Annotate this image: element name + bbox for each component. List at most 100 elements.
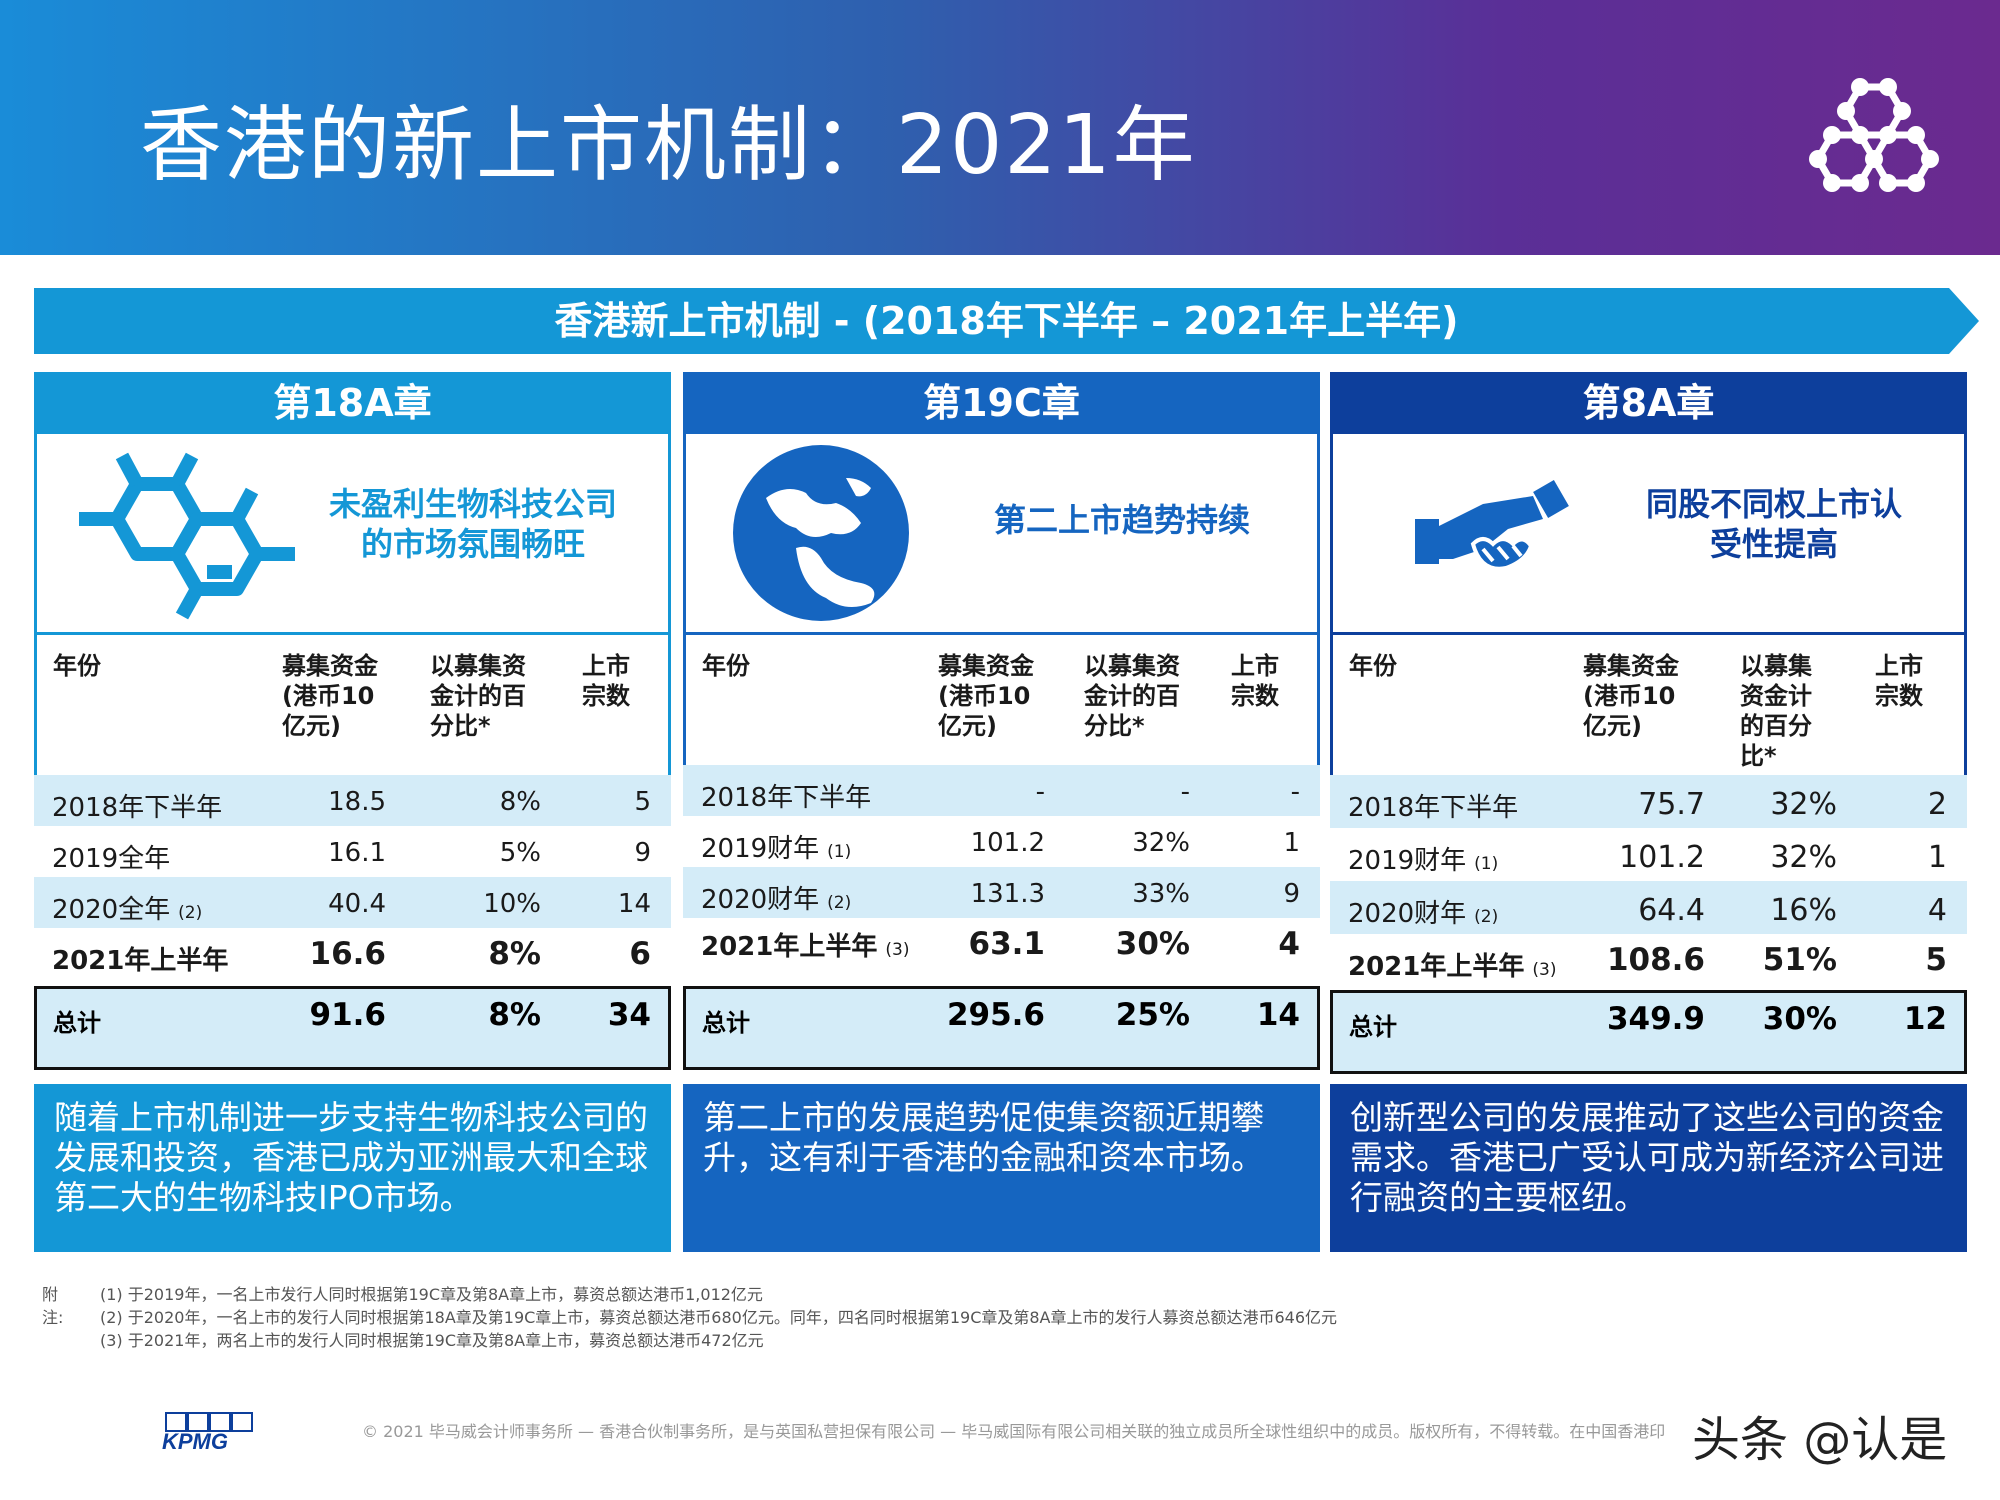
footnote-ref: (3)	[1532, 960, 1557, 980]
table-row: 2018年下半年 75.7 32% 2	[1330, 775, 1967, 828]
col-header-funds: 募集资金 (港币10 亿元)	[282, 652, 378, 740]
total-count: 12	[1903, 1001, 1947, 1037]
panel-hero: 第二上市趋势持续	[683, 434, 1320, 632]
col-header-pct: 以募集资 金计的百 分比*	[430, 652, 526, 740]
col-header-year: 年份	[53, 652, 101, 680]
row-year-text: 2019财年	[701, 834, 820, 864]
column-headers: 年份 募集资金 (港币10 亿元) 以募集资 金计的百 分比* 上市 宗数	[683, 632, 1320, 765]
hexagon-network-icon	[1809, 78, 1939, 192]
column-headers: 年份 募集资金 (港币10 亿元) 以募集 资金计 的百分 比* 上市 宗数	[1330, 632, 1967, 775]
row-pct: 5%	[499, 838, 541, 868]
col-header-funds: 募集资金 (港币10 亿元)	[1583, 652, 1679, 740]
panel-heading: 第18A章	[34, 372, 671, 434]
total-funds: 295.6	[946, 997, 1045, 1033]
panel-description: 创新型公司的发展推动了这些公司的资金需求。香港已广受认可成为新经济公司进行融资的…	[1330, 1084, 1967, 1252]
total-pct: 25%	[1115, 997, 1190, 1033]
total-row: 总计 295.6 25% 14	[683, 986, 1320, 1070]
row-count: 4	[1278, 926, 1300, 962]
row-pct: 32%	[1132, 828, 1190, 858]
hero-text: 同股不同权上市认受性提高	[1645, 485, 1902, 563]
row-count: 1	[1927, 840, 1947, 875]
panel-heading: 第19C章	[683, 372, 1320, 434]
total-count: 34	[607, 997, 651, 1033]
arrow-shape	[34, 288, 1979, 354]
row-pct: 16%	[1770, 893, 1837, 928]
column-headers: 年份 募集资金 (港币10 亿元) 以募集资 金计的百 分比* 上市 宗数	[34, 632, 671, 775]
footnote-ref: (2)	[1474, 907, 1499, 927]
row-funds: 108.6	[1606, 942, 1705, 978]
row-count: 9	[634, 838, 651, 868]
row-year: 2019财年 (1)	[701, 828, 851, 865]
row-count: 9	[1283, 879, 1300, 909]
panel-description: 第二上市的发展趋势促使集资额近期攀升，这有利于香港的金融和资本市场。	[683, 1084, 1320, 1252]
footnotes-lines: (1) 于2019年，一名上市发行人同时根据第19C章及第8A章上市，募资总额达…	[100, 1283, 1337, 1352]
total-label: 总计	[1349, 1013, 1397, 1041]
row-year: 2018年下半年	[701, 783, 872, 813]
table-row: 2018年下半年 18.5 8% 5	[34, 775, 671, 826]
row-count: 1	[1283, 828, 1300, 858]
table-row: 2021年上半年 16.6 8% 6	[34, 928, 671, 986]
row-funds: 64.4	[1638, 893, 1705, 928]
panel-chapter-18a: 第18A章 未盈利生物科技公司的市场氛围畅旺 年份 募集资金 (港币10 亿元)…	[34, 372, 671, 1070]
footnote-line: (2) 于2020年，一名上市的发行人同时根据第18A章及第19C章上市，募资总…	[100, 1308, 1338, 1327]
row-count: 14	[617, 889, 651, 919]
table-row: 2018年下半年 - - -	[683, 765, 1320, 816]
footnote-ref: (2)	[827, 893, 852, 913]
panel-heading: 第8A章	[1330, 372, 1967, 434]
row-pct: -	[1180, 777, 1190, 807]
row-pct: 30%	[1115, 926, 1190, 962]
footnote-ref: (1)	[1474, 854, 1499, 874]
row-pct: 8%	[488, 936, 541, 972]
panel-hero: 同股不同权上市认受性提高	[1330, 434, 1967, 632]
panel-hero: 未盈利生物科技公司的市场氛围畅旺	[34, 434, 671, 632]
table-row: 2019财年 (1) 101.2 32% 1	[683, 816, 1320, 867]
panel-description: 随着上市机制进一步支持生物科技公司的发展和投资，香港已成为亚洲最大和全球第二大的…	[34, 1084, 671, 1252]
table-row: 2020全年 (2) 40.4 10% 14	[34, 877, 671, 928]
row-year-text: 2020全年	[52, 895, 171, 925]
row-funds: 16.6	[309, 936, 387, 972]
row-year-text: 2020财年	[1348, 899, 1467, 929]
row-year: 2020财年 (2)	[1348, 893, 1498, 930]
row-year: 2021年上半年 (3)	[1348, 946, 1556, 983]
page-title: 香港的新上市机制：2021年	[140, 98, 1197, 193]
row-year-text: 2021年上半年	[701, 932, 878, 962]
row-year: 2020财年 (2)	[701, 879, 851, 916]
col-header-count: 上市 宗数	[1875, 652, 1923, 710]
total-funds: 91.6	[309, 997, 387, 1033]
total-row: 总计 349.9 30% 12	[1330, 990, 1967, 1074]
row-funds: 101.2	[970, 828, 1045, 858]
table-row: 2021年上半年 (3) 108.6 51% 5	[1330, 934, 1967, 990]
row-year: 2021年上半年	[52, 946, 229, 976]
row-funds: 63.1	[968, 926, 1046, 962]
row-pct: 32%	[1770, 787, 1837, 822]
row-year: 2021年上半年 (3)	[701, 926, 909, 963]
col-header-pct: 以募集 资金计 的百分 比*	[1740, 652, 1812, 770]
panel-chapter-8a: 第8A章 同股不同权上市认受性提高 年份 募集资金 (港币10 亿元) 以募集 …	[1330, 372, 1967, 1074]
footnote-ref: (1)	[827, 842, 852, 862]
row-funds: 131.3	[970, 879, 1045, 909]
col-header-count: 上市 宗数	[1231, 652, 1279, 710]
table-row: 2020财年 (2) 64.4 16% 4	[1330, 881, 1967, 934]
row-pct: 8%	[499, 787, 541, 817]
watermark-text: 头条 @认是	[1692, 1412, 1948, 1468]
row-year: 2019财年 (1)	[1348, 840, 1498, 877]
total-count: 14	[1256, 997, 1300, 1033]
table-row: 2020财年 (2) 131.3 33% 9	[683, 867, 1320, 918]
row-pct: 33%	[1132, 879, 1190, 909]
row-pct: 32%	[1770, 840, 1837, 875]
hero-text: 未盈利生物科技公司的市场氛围畅旺	[328, 485, 617, 563]
row-funds: -	[1035, 777, 1045, 807]
footnote-line: (1) 于2019年，一名上市发行人同时根据第19C章及第8A章上市，募资总额达…	[100, 1285, 763, 1304]
row-year: 2020全年 (2)	[52, 889, 202, 926]
col-header-count: 上市 宗数	[582, 652, 630, 710]
col-header-year: 年份	[1349, 652, 1397, 680]
footnotes-label: 附注:	[42, 1285, 64, 1327]
hero-text: 第二上市趋势持续	[993, 501, 1250, 539]
footnote-ref: (2)	[178, 903, 203, 923]
row-year: 2018年下半年	[1348, 793, 1519, 823]
row-count: -	[1290, 777, 1300, 807]
row-pct: 10%	[483, 889, 541, 919]
footnote-line: (3) 于2021年，两名上市的发行人同时根据第19C章及第8A章上市，募资总额…	[100, 1331, 764, 1350]
total-row: 总计 91.6 8% 34	[34, 986, 671, 1070]
copyright-text: © 2021 毕马威会计师事务所 — 香港合伙制事务所，是与英国私营担保有限公司…	[362, 1422, 1666, 1441]
